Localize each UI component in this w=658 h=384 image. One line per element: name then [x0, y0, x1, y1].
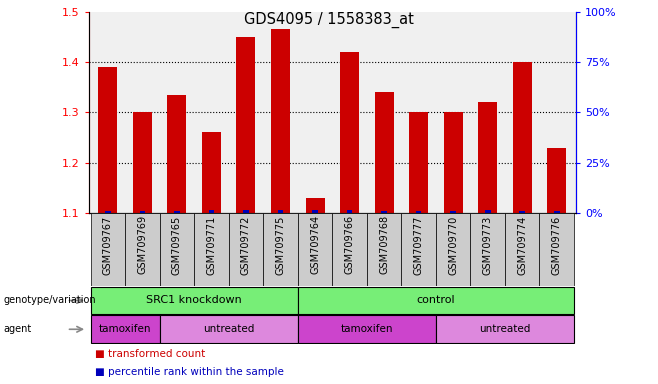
Text: untreated: untreated: [479, 324, 530, 334]
Text: GSM709772: GSM709772: [241, 215, 251, 275]
Text: agent: agent: [3, 324, 32, 334]
Text: GDS4095 / 1558383_at: GDS4095 / 1558383_at: [244, 12, 414, 28]
Bar: [505, 213, 540, 286]
Bar: [401, 213, 436, 286]
Bar: [312, 210, 318, 213]
Bar: [443, 112, 463, 213]
Bar: [243, 210, 249, 213]
Bar: [470, 213, 505, 286]
Bar: [105, 211, 111, 213]
Text: ■ transformed count: ■ transformed count: [95, 349, 206, 359]
Text: tamoxifen: tamoxifen: [341, 324, 393, 334]
Text: control: control: [417, 295, 455, 306]
Bar: [133, 112, 152, 213]
Bar: [298, 286, 574, 314]
Bar: [436, 213, 470, 286]
Bar: [340, 52, 359, 213]
Bar: [236, 37, 255, 213]
Bar: [513, 62, 532, 213]
Text: GSM709767: GSM709767: [103, 215, 113, 275]
Bar: [125, 213, 160, 286]
Text: GSM709775: GSM709775: [276, 215, 286, 275]
Text: GSM709776: GSM709776: [552, 215, 562, 275]
Bar: [229, 213, 263, 286]
Bar: [485, 210, 490, 213]
Text: ■ percentile rank within the sample: ■ percentile rank within the sample: [95, 367, 284, 377]
Bar: [139, 211, 145, 213]
Text: GSM709777: GSM709777: [414, 215, 424, 275]
Bar: [298, 213, 332, 286]
Text: GSM709774: GSM709774: [517, 215, 527, 275]
Text: GSM709764: GSM709764: [310, 215, 320, 275]
Bar: [416, 211, 422, 213]
Text: untreated: untreated: [203, 324, 255, 334]
Bar: [209, 210, 215, 213]
Bar: [367, 213, 401, 286]
Bar: [278, 210, 284, 213]
Text: GSM709765: GSM709765: [172, 215, 182, 275]
Bar: [381, 211, 387, 213]
Bar: [347, 210, 353, 213]
Bar: [540, 213, 574, 286]
Bar: [167, 95, 186, 213]
Bar: [174, 211, 180, 213]
Bar: [478, 102, 497, 213]
Bar: [91, 213, 125, 286]
Text: GSM709771: GSM709771: [207, 215, 216, 275]
Text: SRC1 knockdown: SRC1 knockdown: [146, 295, 242, 306]
Text: GSM709768: GSM709768: [379, 215, 389, 275]
Bar: [547, 147, 567, 213]
Text: genotype/variation: genotype/variation: [3, 295, 96, 306]
Bar: [160, 316, 298, 343]
Bar: [554, 211, 559, 213]
Text: GSM709769: GSM709769: [138, 215, 147, 275]
Bar: [305, 198, 324, 213]
Bar: [374, 92, 393, 213]
Bar: [98, 67, 117, 213]
Bar: [91, 286, 298, 314]
Bar: [271, 29, 290, 213]
Bar: [91, 316, 160, 343]
Bar: [436, 316, 574, 343]
Bar: [332, 213, 367, 286]
Bar: [450, 211, 456, 213]
Text: tamoxifen: tamoxifen: [99, 324, 151, 334]
Bar: [160, 213, 194, 286]
Bar: [519, 211, 525, 213]
Bar: [194, 213, 229, 286]
Bar: [263, 213, 298, 286]
Bar: [409, 112, 428, 213]
Bar: [298, 316, 436, 343]
Text: GSM709773: GSM709773: [483, 215, 493, 275]
Text: GSM709770: GSM709770: [448, 215, 458, 275]
Text: GSM709766: GSM709766: [345, 215, 355, 275]
Bar: [202, 132, 221, 213]
